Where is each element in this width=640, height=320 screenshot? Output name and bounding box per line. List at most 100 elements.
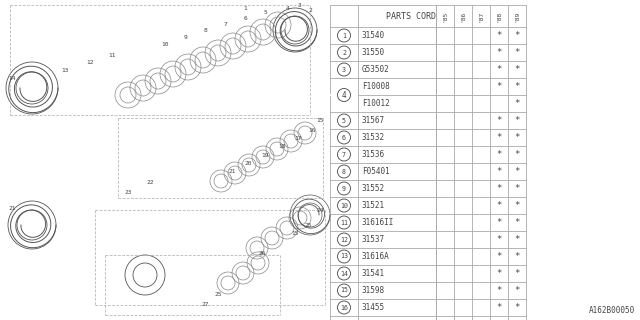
Text: G53502: G53502 — [362, 65, 390, 74]
Text: 14: 14 — [340, 270, 348, 276]
Text: 17: 17 — [294, 135, 301, 140]
Text: 24: 24 — [316, 207, 324, 212]
Text: 31552: 31552 — [362, 184, 385, 193]
Text: *: * — [496, 65, 502, 74]
Text: *: * — [496, 201, 502, 210]
Text: *: * — [515, 31, 520, 40]
Text: 7: 7 — [342, 151, 346, 157]
Text: 6: 6 — [243, 15, 247, 20]
Text: *: * — [496, 48, 502, 57]
Text: *: * — [515, 286, 520, 295]
Text: *: * — [515, 150, 520, 159]
Text: 4: 4 — [342, 91, 346, 100]
Text: *: * — [515, 303, 520, 312]
Text: 3: 3 — [342, 67, 346, 73]
Text: 22: 22 — [147, 180, 154, 185]
Text: 31541: 31541 — [362, 269, 385, 278]
Text: 12: 12 — [86, 60, 93, 65]
Text: 26: 26 — [259, 251, 266, 255]
Text: *: * — [515, 82, 520, 91]
Text: 16: 16 — [340, 305, 348, 310]
Text: 31567: 31567 — [362, 116, 385, 125]
Text: 19: 19 — [261, 153, 269, 157]
Text: 31536: 31536 — [362, 150, 385, 159]
Text: *: * — [515, 269, 520, 278]
Text: 31616II: 31616II — [362, 218, 394, 227]
Text: *: * — [496, 82, 502, 91]
Text: 23: 23 — [124, 189, 132, 195]
Text: *: * — [496, 218, 502, 227]
Text: 15: 15 — [291, 230, 299, 236]
Text: *: * — [515, 167, 520, 176]
Text: 1: 1 — [342, 33, 346, 38]
Text: 8: 8 — [203, 28, 207, 33]
Text: 2: 2 — [342, 50, 346, 55]
Text: *: * — [496, 133, 502, 142]
Text: *: * — [515, 218, 520, 227]
Text: 31455: 31455 — [362, 303, 385, 312]
Text: *: * — [496, 167, 502, 176]
Text: 13: 13 — [61, 68, 68, 73]
Text: *: * — [515, 252, 520, 261]
Text: *: * — [496, 150, 502, 159]
Text: *: * — [496, 286, 502, 295]
Text: 20: 20 — [244, 161, 252, 165]
Text: A162B00050: A162B00050 — [589, 306, 635, 315]
Text: 6: 6 — [342, 134, 346, 140]
Text: 31532: 31532 — [362, 133, 385, 142]
Text: 7: 7 — [223, 21, 227, 27]
Text: *: * — [515, 65, 520, 74]
Text: 3: 3 — [298, 3, 302, 7]
Text: *: * — [496, 31, 502, 40]
Text: 9: 9 — [342, 186, 346, 191]
Text: 5: 5 — [342, 117, 346, 124]
Text: *: * — [496, 252, 502, 261]
Text: 25: 25 — [214, 292, 221, 298]
Text: 31521: 31521 — [362, 201, 385, 210]
Text: '88: '88 — [497, 10, 502, 22]
Text: 11: 11 — [340, 220, 348, 226]
Text: 12: 12 — [340, 236, 348, 243]
Text: *: * — [515, 184, 520, 193]
Text: 4: 4 — [286, 5, 290, 11]
Text: 25: 25 — [304, 222, 312, 228]
Text: 11: 11 — [108, 52, 116, 58]
Text: *: * — [515, 99, 520, 108]
Text: *: * — [496, 184, 502, 193]
Text: 15: 15 — [340, 287, 348, 293]
Text: '85: '85 — [442, 10, 447, 22]
Text: *: * — [496, 116, 502, 125]
Text: 9: 9 — [183, 35, 187, 39]
Text: '89: '89 — [515, 10, 520, 22]
Text: *: * — [496, 303, 502, 312]
Text: F05401: F05401 — [362, 167, 390, 176]
Text: F10012: F10012 — [362, 99, 390, 108]
Text: 5: 5 — [263, 10, 267, 14]
Text: 31616A: 31616A — [362, 252, 390, 261]
Text: *: * — [496, 269, 502, 278]
Text: *: * — [515, 235, 520, 244]
Text: 21: 21 — [8, 205, 16, 211]
Text: '87: '87 — [479, 10, 483, 22]
Text: 27: 27 — [201, 302, 209, 308]
Text: 31537: 31537 — [362, 235, 385, 244]
Text: F10008: F10008 — [362, 82, 390, 91]
Text: 31540: 31540 — [362, 31, 385, 40]
Text: 31598: 31598 — [362, 286, 385, 295]
Text: *: * — [496, 235, 502, 244]
Text: 2: 2 — [308, 7, 312, 12]
Text: 8: 8 — [342, 169, 346, 174]
Text: 18: 18 — [278, 143, 285, 148]
Text: 1: 1 — [243, 5, 247, 11]
Text: 16: 16 — [308, 127, 316, 132]
Text: 14: 14 — [8, 76, 16, 81]
Text: 13: 13 — [340, 253, 348, 260]
Text: *: * — [515, 133, 520, 142]
Text: *: * — [515, 201, 520, 210]
Text: '86: '86 — [461, 10, 465, 22]
Text: 21: 21 — [228, 169, 236, 173]
Text: 10: 10 — [340, 203, 348, 209]
Text: *: * — [515, 116, 520, 125]
Text: *: * — [515, 48, 520, 57]
Text: PARTS CORD: PARTS CORD — [386, 12, 436, 20]
